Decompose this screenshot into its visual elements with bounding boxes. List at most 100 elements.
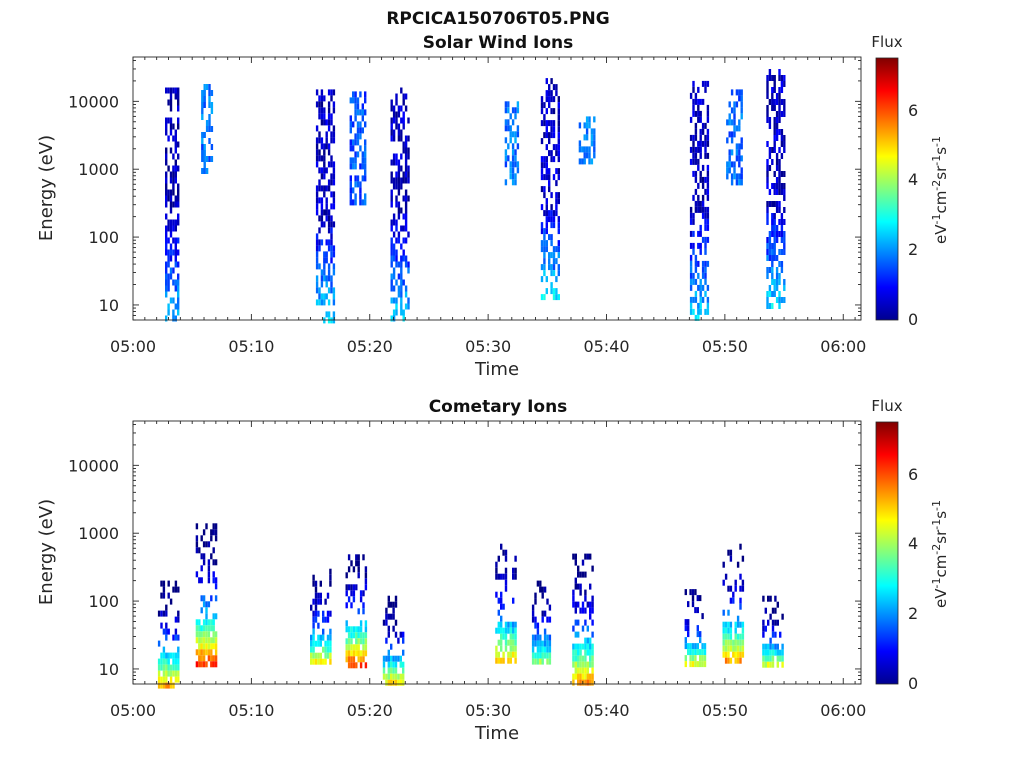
spectrogram-cell (697, 260, 700, 267)
spectrogram-cell (330, 245, 333, 252)
spectrogram-cell (402, 141, 405, 148)
spectrogram-cell (214, 529, 218, 536)
spectrogram-cell (780, 171, 784, 177)
spectrogram-cell (704, 260, 707, 267)
spectrogram-cell (167, 261, 170, 268)
spectrogram-cell (167, 303, 170, 310)
spectrogram-cell (326, 640, 330, 647)
spectrogram-cell (722, 561, 725, 568)
spectrogram-cell (332, 287, 336, 294)
spectrogram-cell (169, 243, 173, 250)
spectrogram-cell (402, 225, 405, 232)
spectrogram-cell (504, 149, 508, 156)
spectrogram-cell (776, 643, 779, 650)
spectrogram-cell (167, 279, 170, 286)
spectrogram-cell (208, 120, 211, 126)
spectrogram-cell (320, 197, 324, 204)
y-tick-label: 100 (88, 228, 119, 247)
spectrogram-cell (395, 117, 398, 124)
spectrogram-cell (697, 206, 700, 213)
spectrogram-cell (364, 193, 367, 200)
spectrogram-cell (579, 661, 582, 668)
spectrogram-cell (167, 628, 170, 635)
spectrogram-cell (169, 195, 173, 202)
spectrogram-cell (172, 309, 175, 316)
spectrogram-cell (504, 161, 508, 168)
spectrogram-cell (507, 155, 510, 162)
x-tick-label: 05:40 (583, 337, 629, 356)
spectrogram-cell (167, 592, 170, 599)
spectrogram-cell (407, 165, 410, 172)
spectrogram-cell (359, 181, 362, 188)
spectrogram-cell (545, 222, 548, 229)
spectrogram-cell (387, 655, 390, 662)
spectrogram-cell (312, 616, 315, 623)
spectrogram-cell (729, 597, 733, 604)
spectrogram-cell (354, 139, 357, 146)
spectrogram-cell (174, 634, 178, 641)
spectrogram-cell (767, 655, 770, 662)
spectrogram-cell (327, 185, 331, 192)
spectrogram-cell (579, 655, 582, 662)
spectrogram-cell (355, 554, 358, 561)
spectrogram-cell (736, 657, 740, 664)
spectrogram-cell (557, 168, 560, 175)
spectrogram-cell (195, 631, 199, 638)
spectrogram-cell (203, 90, 206, 96)
spectrogram-cell (319, 658, 322, 665)
spectrogram-cell (581, 667, 585, 674)
spectrogram-cell (157, 682, 161, 689)
spectrogram-cell (507, 639, 510, 646)
spectrogram-cell (387, 673, 390, 680)
spectrogram-cell (325, 137, 328, 144)
spectrogram-cell (572, 595, 575, 602)
spectrogram-cell (778, 297, 781, 303)
spectrogram-cell (736, 651, 740, 658)
spectrogram-cell (319, 592, 322, 599)
spectrogram-cell (583, 146, 586, 153)
spectrogram-cell (357, 608, 360, 615)
spectrogram-cell (165, 237, 168, 244)
spectrogram-cell (212, 655, 215, 662)
spectrogram-cell (768, 123, 772, 129)
spectrogram-cell (783, 75, 786, 81)
spectrogram-cell (312, 628, 315, 635)
spectrogram-cell (557, 246, 560, 253)
spectrogram-cell (697, 116, 700, 123)
spectrogram-cell (555, 294, 558, 301)
spectrogram-cell (202, 529, 206, 536)
spectrogram-cell (741, 579, 745, 586)
spectrogram-cell (390, 667, 393, 674)
spectrogram-cell (357, 626, 360, 633)
spectrogram-cell (689, 302, 693, 309)
spectrogram-cell (543, 240, 546, 247)
spectrogram-cell (352, 187, 355, 194)
spectrogram-cell (581, 655, 585, 662)
spectrogram-cell (502, 603, 505, 610)
spectrogram-cell (724, 627, 728, 634)
spectrogram-cell (390, 159, 393, 166)
spectrogram-cell (390, 673, 393, 680)
spectrogram-cell (780, 141, 784, 147)
spectrogram-cell (205, 523, 208, 530)
spectrogram-cell (390, 261, 393, 268)
spectrogram-cell (207, 601, 211, 608)
spectrogram-cell (200, 535, 203, 542)
spectrogram-cell (359, 133, 362, 140)
spectrogram-cell (200, 607, 203, 614)
spectrogram-cell (330, 251, 333, 258)
spectrogram-cell (722, 639, 725, 646)
spectrogram-cell (177, 285, 180, 292)
spectrogram-cell (214, 649, 218, 656)
spectrogram-cell (539, 580, 542, 587)
spectrogram-cell (586, 553, 589, 560)
spectrogram-cell (361, 157, 364, 164)
spectrogram-cell (769, 613, 772, 620)
spectrogram-cell (404, 303, 408, 310)
spectrogram-cell (320, 215, 324, 222)
spectrogram-cell (392, 117, 396, 124)
spectrogram-cell (555, 276, 558, 283)
spectrogram-cell (402, 237, 405, 244)
spectrogram-cell (768, 69, 772, 75)
spectrogram-cell (574, 673, 577, 680)
